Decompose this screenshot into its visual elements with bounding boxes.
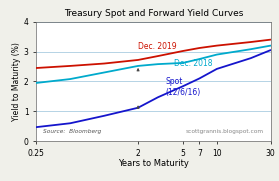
Y-axis label: Yield to Maturity (%): Yield to Maturity (%) bbox=[12, 42, 21, 121]
Title: Treasury Spot and Forward Yield Curves: Treasury Spot and Forward Yield Curves bbox=[64, 9, 243, 18]
Text: scottgrannis.blogspot.com: scottgrannis.blogspot.com bbox=[186, 129, 264, 134]
X-axis label: Years to Maturity: Years to Maturity bbox=[118, 159, 189, 168]
Text: Source:  Bloomberg: Source: Bloomberg bbox=[43, 129, 102, 134]
Text: Spot
(12/6/16): Spot (12/6/16) bbox=[165, 77, 201, 97]
Text: Dec. 2018: Dec. 2018 bbox=[174, 59, 213, 68]
Text: Dec. 2019: Dec. 2019 bbox=[138, 42, 177, 51]
